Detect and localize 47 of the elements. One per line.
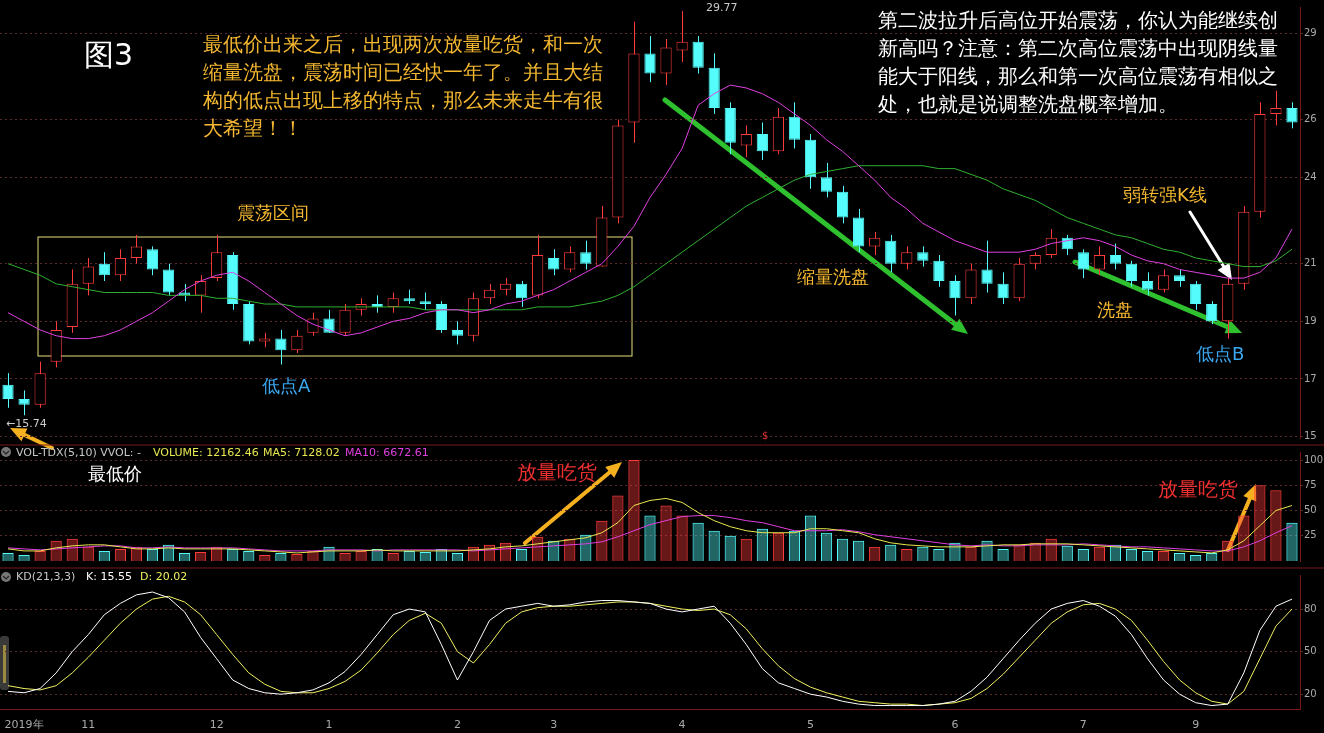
annotation: KD(21,3,3)	[16, 570, 76, 584]
annotation: 弱转强K线	[1123, 184, 1207, 206]
y-tick-label: 24	[1304, 170, 1317, 182]
annotation: 最低价出来之后，出现两次放量吃货，和一次缩量洗盘，震荡时间已经快一年了。并且大结构的低点出现上移的特点，那么未来走牛有很大希望！！	[203, 31, 604, 142]
x-tick-label: 1	[325, 718, 333, 732]
y-tick-label: 19	[1304, 314, 1317, 326]
x-tick-label: 3	[550, 718, 558, 732]
annotation: 低点A	[262, 375, 311, 397]
text: 图3	[84, 37, 134, 73]
x-tick-label: 11	[81, 718, 96, 732]
annotation: 放量吃货	[1158, 477, 1238, 501]
annotation: MA5: 7128.02	[263, 446, 340, 460]
x-tick-label: 2019年	[4, 718, 44, 732]
y-tick-label: 25	[1304, 529, 1317, 541]
y-tick-label: 15	[1304, 430, 1317, 442]
annotation: $	[762, 430, 769, 442]
annotation: MA10: 6672.61	[345, 446, 429, 460]
x-tick-label: 9	[1192, 718, 1200, 732]
annotation: 最低价	[88, 463, 142, 485]
annotation: 震荡区间	[237, 202, 309, 224]
annotation: K: 15.55	[86, 570, 132, 584]
x-tick-label: 4	[678, 718, 686, 732]
x-tick-label: 6	[951, 718, 959, 732]
annotation: 29.77	[706, 1, 738, 15]
x-tick-label: 2	[453, 718, 461, 732]
y-tick-label: 75	[1304, 478, 1317, 490]
y-tick-label: 80	[1304, 602, 1317, 614]
annotation: 第二波拉升后高位开始震荡，你认为能继续创新高吗？注意：第二次高位震荡中出现阴线量能大于阳线，那么和第一次高位震荡有相似之处，也就是说调整洗盘概率增加。	[878, 7, 1279, 118]
y-tick-label: 100	[1304, 453, 1324, 465]
annotation: 缩量洗盘	[797, 266, 869, 288]
y-tick-label: 20	[1304, 687, 1317, 699]
y-tick-label: 26	[1304, 113, 1317, 125]
y-tick-label: 21	[1304, 257, 1317, 269]
annotation: VOL-TDX(5,10) VVOL: -	[16, 446, 141, 460]
y-tick-label: 50	[1304, 645, 1317, 657]
x-tick-label: 5	[806, 718, 814, 732]
y-tick-label: 17	[1304, 372, 1317, 384]
annotation: VOLUME: 12162.46	[153, 446, 259, 460]
annotation: 放量吃货	[517, 460, 597, 484]
x-tick-label: 12	[209, 718, 224, 732]
annotation: ←15.74	[6, 417, 47, 431]
annotation: 低点B	[1196, 343, 1245, 365]
y-tick-label: 29	[1304, 26, 1317, 38]
annotation: D: 20.02	[140, 570, 188, 584]
annotation: 洗盘	[1097, 299, 1133, 321]
y-tick-label: 50	[1304, 504, 1317, 516]
x-tick-label: 7	[1079, 718, 1087, 732]
